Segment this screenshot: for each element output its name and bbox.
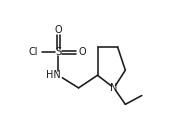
Text: O: O xyxy=(79,47,86,58)
Text: N: N xyxy=(110,83,118,93)
Text: HN: HN xyxy=(46,70,61,80)
Text: Cl: Cl xyxy=(29,47,38,58)
Text: O: O xyxy=(54,25,62,35)
Text: S: S xyxy=(55,47,61,58)
